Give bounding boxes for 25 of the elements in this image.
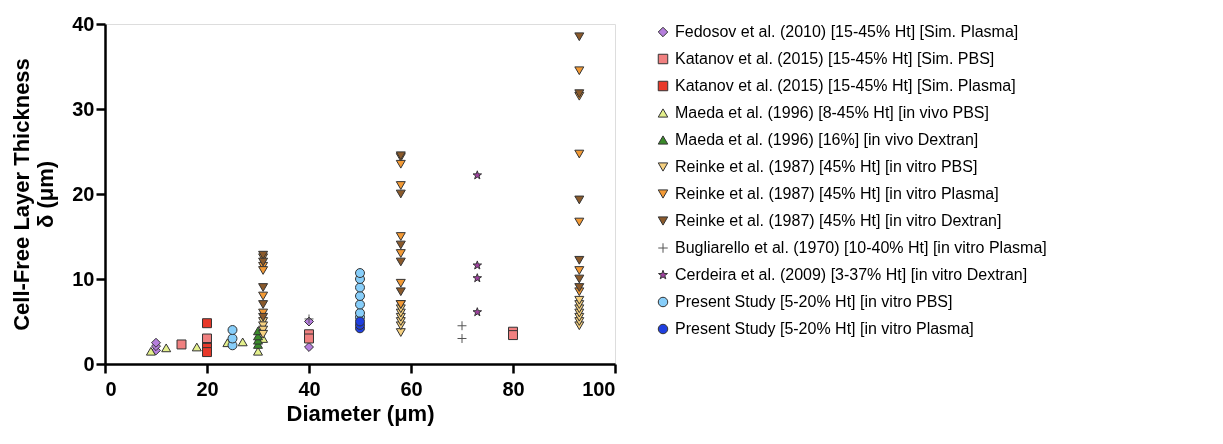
legend-label: Katanov et al. (2015) [15-45% Ht] [Sim. PBS] [675, 50, 995, 67]
y-tick-label: 0 [83, 352, 95, 375]
x-tick-label: 100 [582, 377, 616, 400]
legend-label: Maeda et al. (1996) [8-45% Ht] [in vivo PBS] [675, 104, 989, 121]
legend-label: Present Study [5-20% Ht] [in vitro PBS] [675, 293, 953, 310]
legend-label: Reinke et al. (1987) [45% Ht] [in vitro PBS] [675, 158, 978, 175]
x-tick-label: 0 [105, 377, 117, 400]
legend-label: Present Study [5-20% Ht] [in vitro Plasma] [675, 320, 974, 337]
x-tick-label: 40 [298, 377, 321, 400]
legend-label: Maeda et al. (1996) [16%] [in vivo Dextran] [675, 131, 979, 148]
y-tick-label: 40 [72, 12, 95, 35]
x-axis-title: Diameter (μm) [286, 400, 435, 426]
y-tick-label: 30 [72, 97, 95, 120]
y-axis-title: Cell-Free Layer Thickness δ (μm) [9, 58, 59, 331]
legend-label: Reinke et al. (1987) [45% Ht] [in vitro Dextran] [675, 212, 1002, 229]
y-tick-label: 20 [72, 182, 95, 205]
legend-label: Reinke et al. (1987) [45% Ht] [in vitro Plasma] [675, 185, 999, 202]
x-tick-label: 20 [196, 377, 219, 400]
y-tick-label: 10 [72, 267, 95, 290]
x-tick-label: 80 [502, 377, 525, 400]
legend-label: Fedosov et al. (2010) [15-45% Ht] [Sim. Plasma] [675, 23, 1019, 40]
legend-label: Bugliarello et al. (1970) [10-40% Ht] [in vitro Plasma] [675, 239, 1047, 256]
legend-label: Katanov et al. (2015) [15-45% Ht] [Sim. Plasma] [675, 77, 1016, 94]
legend-label: Cerdeira et al. (2009) [3-37% Ht] [in vitro Dextran] [675, 266, 1028, 283]
x-tick-label: 60 [400, 377, 423, 400]
